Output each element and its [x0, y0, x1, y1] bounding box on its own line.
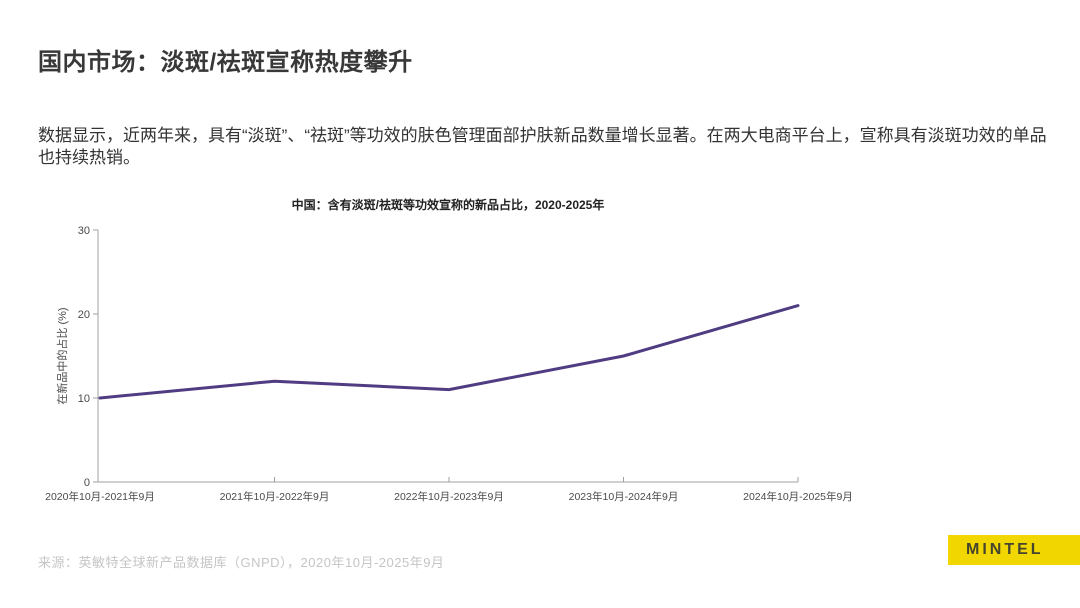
x-tick-label: 2020年10月-2021年9月	[45, 490, 155, 503]
y-tick-label: 20	[78, 309, 90, 321]
y-axis-title: 在新品中的占比 (%)	[55, 307, 69, 404]
mintel-logo: MINTEL	[948, 535, 1080, 565]
data-line	[98, 304, 800, 400]
page-title: 国内市场：淡斑/祛斑宣称热度攀升	[38, 49, 413, 76]
x-tick-label: 2024年10月-2025年9月	[743, 490, 853, 503]
x-tick-label: 2021年10月-2022年9月	[220, 490, 330, 503]
y-tick-label: 0	[84, 477, 90, 489]
y-tick-label: 10	[78, 393, 90, 405]
source-note: 来源：英敏特全球新产品数据库（GNPD），2020年10月-2025年9月	[38, 555, 445, 570]
intro-paragraph: 数据显示，近两年来，具有“淡斑”、“祛斑”等功效的肤色管理面部护肤新品数量增长显…	[38, 126, 1047, 167]
chart-title: 中国：含有淡斑/祛斑等功效宣称的新品占比，2020-2025年	[291, 198, 605, 212]
y-tick-label: 30	[78, 225, 90, 237]
x-tick-label: 2023年10月-2024年9月	[569, 490, 679, 503]
line-chart: 0 10 20 30 2020年10月-2021年9月 2021年10月-2022年9月 2…	[45, 225, 853, 503]
x-tick-label: 2022年10月-2023年9月	[394, 490, 504, 503]
mintel-logo-text: MINTEL	[966, 541, 1044, 558]
